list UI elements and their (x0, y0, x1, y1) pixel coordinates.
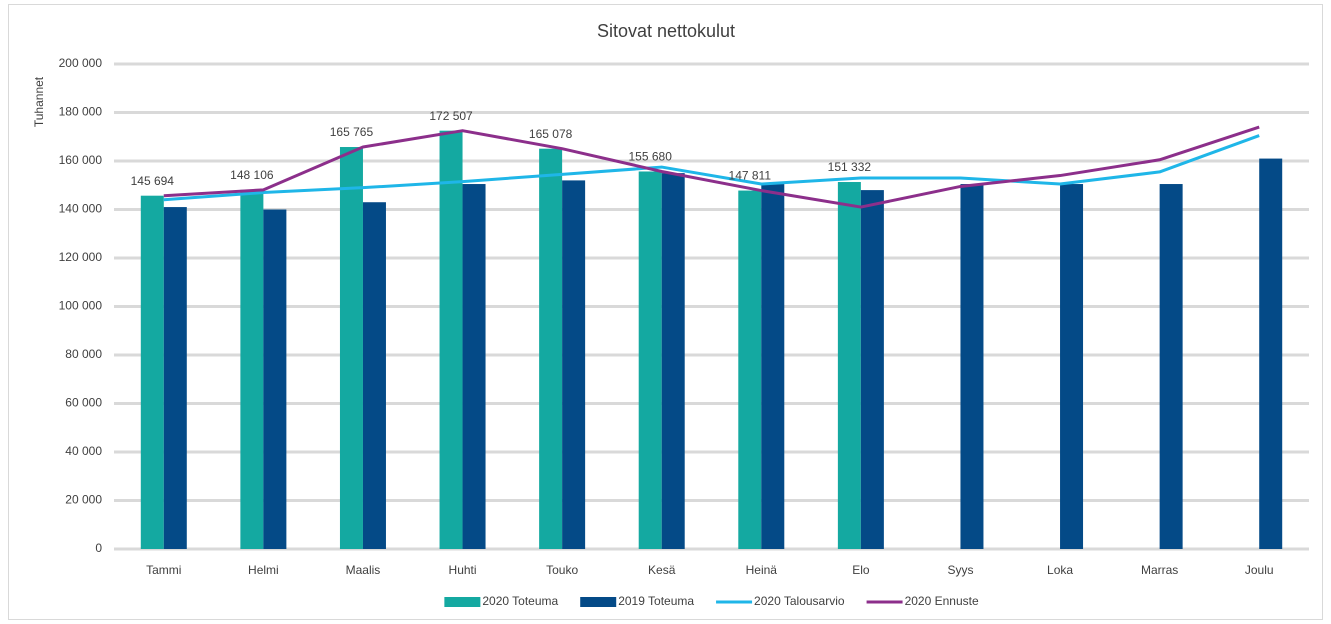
bar (163, 207, 187, 549)
bar (240, 189, 264, 549)
y-tick-label: 200 000 (59, 56, 103, 70)
y-tick-label: 0 (95, 541, 102, 555)
y-tick-label: 140 000 (59, 202, 103, 216)
line-series (163, 125, 1260, 209)
y-tick-label: 120 000 (59, 250, 103, 264)
x-tick-label: Marras (1141, 563, 1178, 577)
data-label: 151 332 (828, 160, 872, 174)
data-label: 165 078 (529, 127, 573, 141)
y-axis-label: Tuhannet (32, 76, 46, 127)
y-tick-label: 40 000 (65, 444, 102, 458)
bar (638, 171, 662, 549)
bar (1159, 184, 1183, 549)
legend-label: 2019 Toteuma (618, 594, 694, 608)
x-tick-label: Maalis (346, 563, 381, 577)
line-series (163, 134, 1260, 202)
x-tick-label: Touko (546, 563, 578, 577)
bar (263, 209, 287, 549)
data-label: 165 765 (330, 125, 374, 139)
legend-label: 2020 Toteuma (482, 594, 558, 608)
bar (1259, 158, 1283, 549)
bar (837, 182, 861, 549)
data-label: 148 106 (230, 168, 274, 182)
bar (761, 184, 785, 549)
bar (339, 147, 363, 549)
chart-title: Sitovat nettokulut (597, 21, 735, 41)
x-tick-label: Elo (852, 563, 870, 577)
bar (539, 148, 563, 549)
x-tick-label: Tammi (146, 563, 181, 577)
y-tick-label: 80 000 (65, 347, 102, 361)
y-tick-label: 100 000 (59, 299, 103, 313)
legend-label: 2020 Ennuste (905, 594, 979, 608)
x-tick-label: Syys (947, 563, 973, 577)
data-label: 145 694 (131, 174, 175, 188)
y-tick-label: 180 000 (59, 105, 103, 119)
bar (860, 190, 884, 549)
data-label: 147 811 (729, 169, 772, 183)
bar (960, 184, 984, 549)
x-tick-label: Loka (1047, 563, 1073, 577)
bar (1060, 184, 1084, 549)
y-tick-label: 160 000 (59, 153, 103, 167)
x-tick-label: Joulu (1245, 563, 1274, 577)
y-tick-label: 20 000 (65, 493, 102, 507)
legend-swatch (444, 597, 481, 607)
legend-swatch (580, 597, 617, 607)
bar (439, 130, 463, 549)
bar (462, 184, 486, 549)
bar (140, 195, 164, 549)
y-tick-label: 60 000 (65, 396, 102, 410)
x-tick-label: Heinä (746, 563, 778, 577)
bar (661, 173, 685, 549)
data-label: 155 680 (629, 150, 673, 164)
bar (562, 180, 586, 549)
data-label: 172 507 (429, 109, 473, 123)
bar (738, 190, 762, 549)
legend-label: 2020 Talousarvio (754, 594, 845, 608)
x-tick-label: Huhti (449, 563, 477, 577)
bar (362, 202, 386, 549)
x-tick-label: Helmi (248, 563, 279, 577)
x-tick-label: Kesä (648, 563, 676, 577)
